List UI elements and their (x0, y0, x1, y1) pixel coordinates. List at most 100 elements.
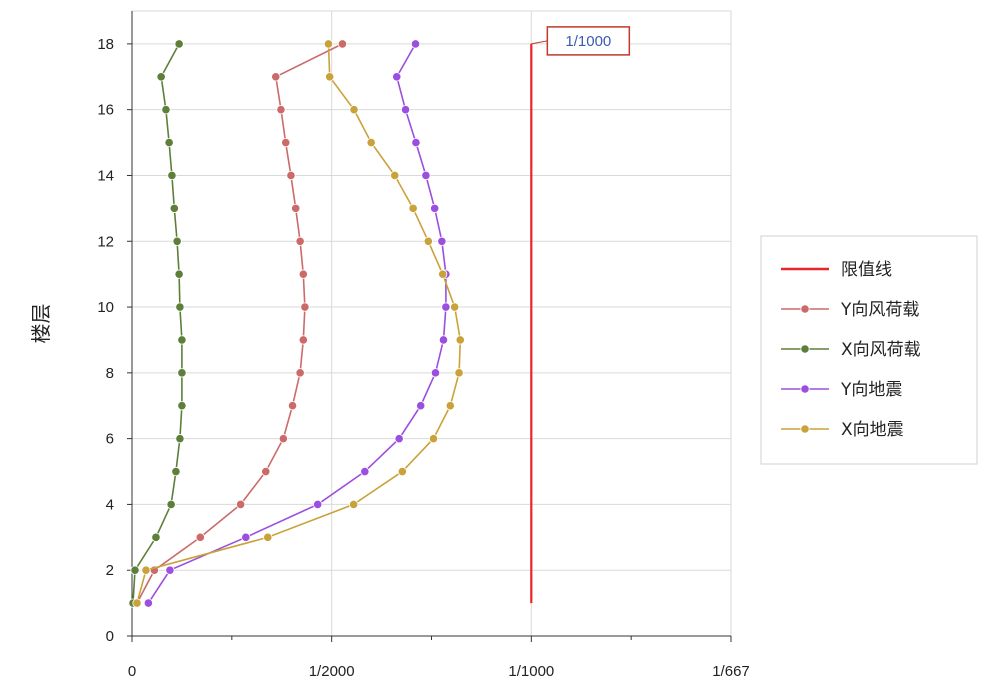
data-point (281, 137, 291, 148)
legend-label: X向地震 (841, 420, 904, 440)
y-axis-label: 楼层 (29, 304, 53, 344)
data-point (408, 203, 418, 213)
data-point (416, 401, 426, 411)
y-tick-label: 2 (106, 562, 114, 579)
data-point (143, 598, 153, 608)
data-point (337, 39, 348, 49)
data-point (428, 434, 439, 444)
data-point (441, 302, 451, 312)
data-point (366, 137, 376, 148)
data-point (130, 565, 140, 575)
data-point (177, 401, 187, 411)
data-point (430, 368, 441, 378)
series-1 (132, 39, 348, 608)
y-tick-label: 6 (106, 431, 114, 448)
data-point (167, 170, 177, 181)
data-point (411, 137, 421, 148)
data-point (172, 236, 182, 246)
data-point (298, 269, 308, 279)
legend-item-3: Y向地震 (781, 380, 902, 400)
y-tick-label: 8 (106, 365, 114, 382)
data-point (156, 72, 166, 82)
data-point (166, 499, 176, 510)
data-point (295, 236, 305, 246)
data-point (161, 105, 171, 115)
data-point (397, 466, 407, 477)
data-point (177, 335, 187, 345)
x-tick-label: 1/1000 (508, 663, 554, 680)
data-point (175, 434, 185, 444)
data-point (174, 39, 184, 49)
data-point (165, 565, 175, 575)
data-point (300, 302, 310, 312)
data-point (177, 368, 187, 378)
legend-swatch-marker (800, 384, 810, 394)
annotation-label: 1/1000 (565, 33, 611, 50)
data-point (423, 236, 433, 246)
data-point (286, 170, 296, 181)
y-tick-label: 4 (106, 496, 114, 513)
legend: 限值线 Y向风荷载 X向风荷载 Y向地震 X向地震 (760, 235, 978, 465)
data-point (410, 39, 421, 49)
data-point (174, 269, 184, 279)
legend-item-1: Y向风荷载 (781, 300, 919, 320)
data-point (323, 39, 334, 49)
data-point (241, 532, 251, 542)
data-point (151, 532, 161, 542)
axes: 0 2 4 6 8 10 12 14 16 18 0 1/2000 1/1000 1/667 楼层 (29, 11, 750, 680)
legend-label: 限值线 (841, 260, 892, 280)
data-point (450, 302, 460, 312)
x-tick-label: 1/2000 (309, 663, 355, 680)
grid (131, 10, 732, 637)
data-point (421, 170, 431, 181)
data-point (360, 466, 370, 477)
data-point (437, 236, 447, 246)
y-tick-label: 14 (97, 167, 114, 184)
legend-item-4: X向地震 (781, 420, 904, 440)
series-4 (132, 39, 465, 608)
legend-label: X向风荷载 (841, 340, 921, 360)
data-point (394, 434, 404, 444)
legend-swatch-marker (800, 304, 810, 314)
data-point (325, 72, 335, 82)
series-2 (128, 39, 187, 608)
data-point (276, 105, 286, 115)
data-point (171, 466, 181, 477)
legend-box (760, 235, 978, 465)
series-line (136, 43, 462, 604)
legend-item-0: 限值线 (781, 260, 892, 280)
data-point (430, 203, 440, 213)
legend-item-2: X向风荷载 (781, 340, 921, 360)
data-point (287, 401, 298, 411)
data-point (349, 499, 359, 510)
data-point (455, 335, 465, 345)
data-point (295, 368, 305, 378)
y-tick-label: 0 (106, 628, 114, 645)
data-point (349, 105, 359, 115)
series-line (136, 43, 343, 604)
series-group (128, 39, 533, 608)
data-point (438, 269, 448, 279)
annotation-leader (531, 40, 548, 45)
legend-swatch-marker (800, 424, 810, 434)
data-point (278, 434, 288, 444)
annotation-box (546, 26, 631, 56)
data-point (298, 335, 308, 345)
legend-swatch-marker (800, 344, 810, 354)
data-point (392, 72, 402, 82)
data-point (195, 532, 205, 542)
y-tick-label: 18 (97, 36, 114, 53)
legend-label: Y向风荷载 (840, 300, 919, 320)
legend-label: Y向地震 (840, 380, 902, 400)
data-point (390, 170, 400, 181)
y-tick-label: 10 (97, 299, 114, 316)
data-point (132, 598, 142, 608)
series-line (147, 43, 447, 604)
y-tick-label: 16 (97, 102, 114, 119)
y-tick-label: 12 (97, 233, 114, 250)
plot-frame (131, 10, 732, 637)
data-point (400, 105, 411, 115)
data-point (263, 532, 273, 542)
data-point (445, 401, 455, 411)
